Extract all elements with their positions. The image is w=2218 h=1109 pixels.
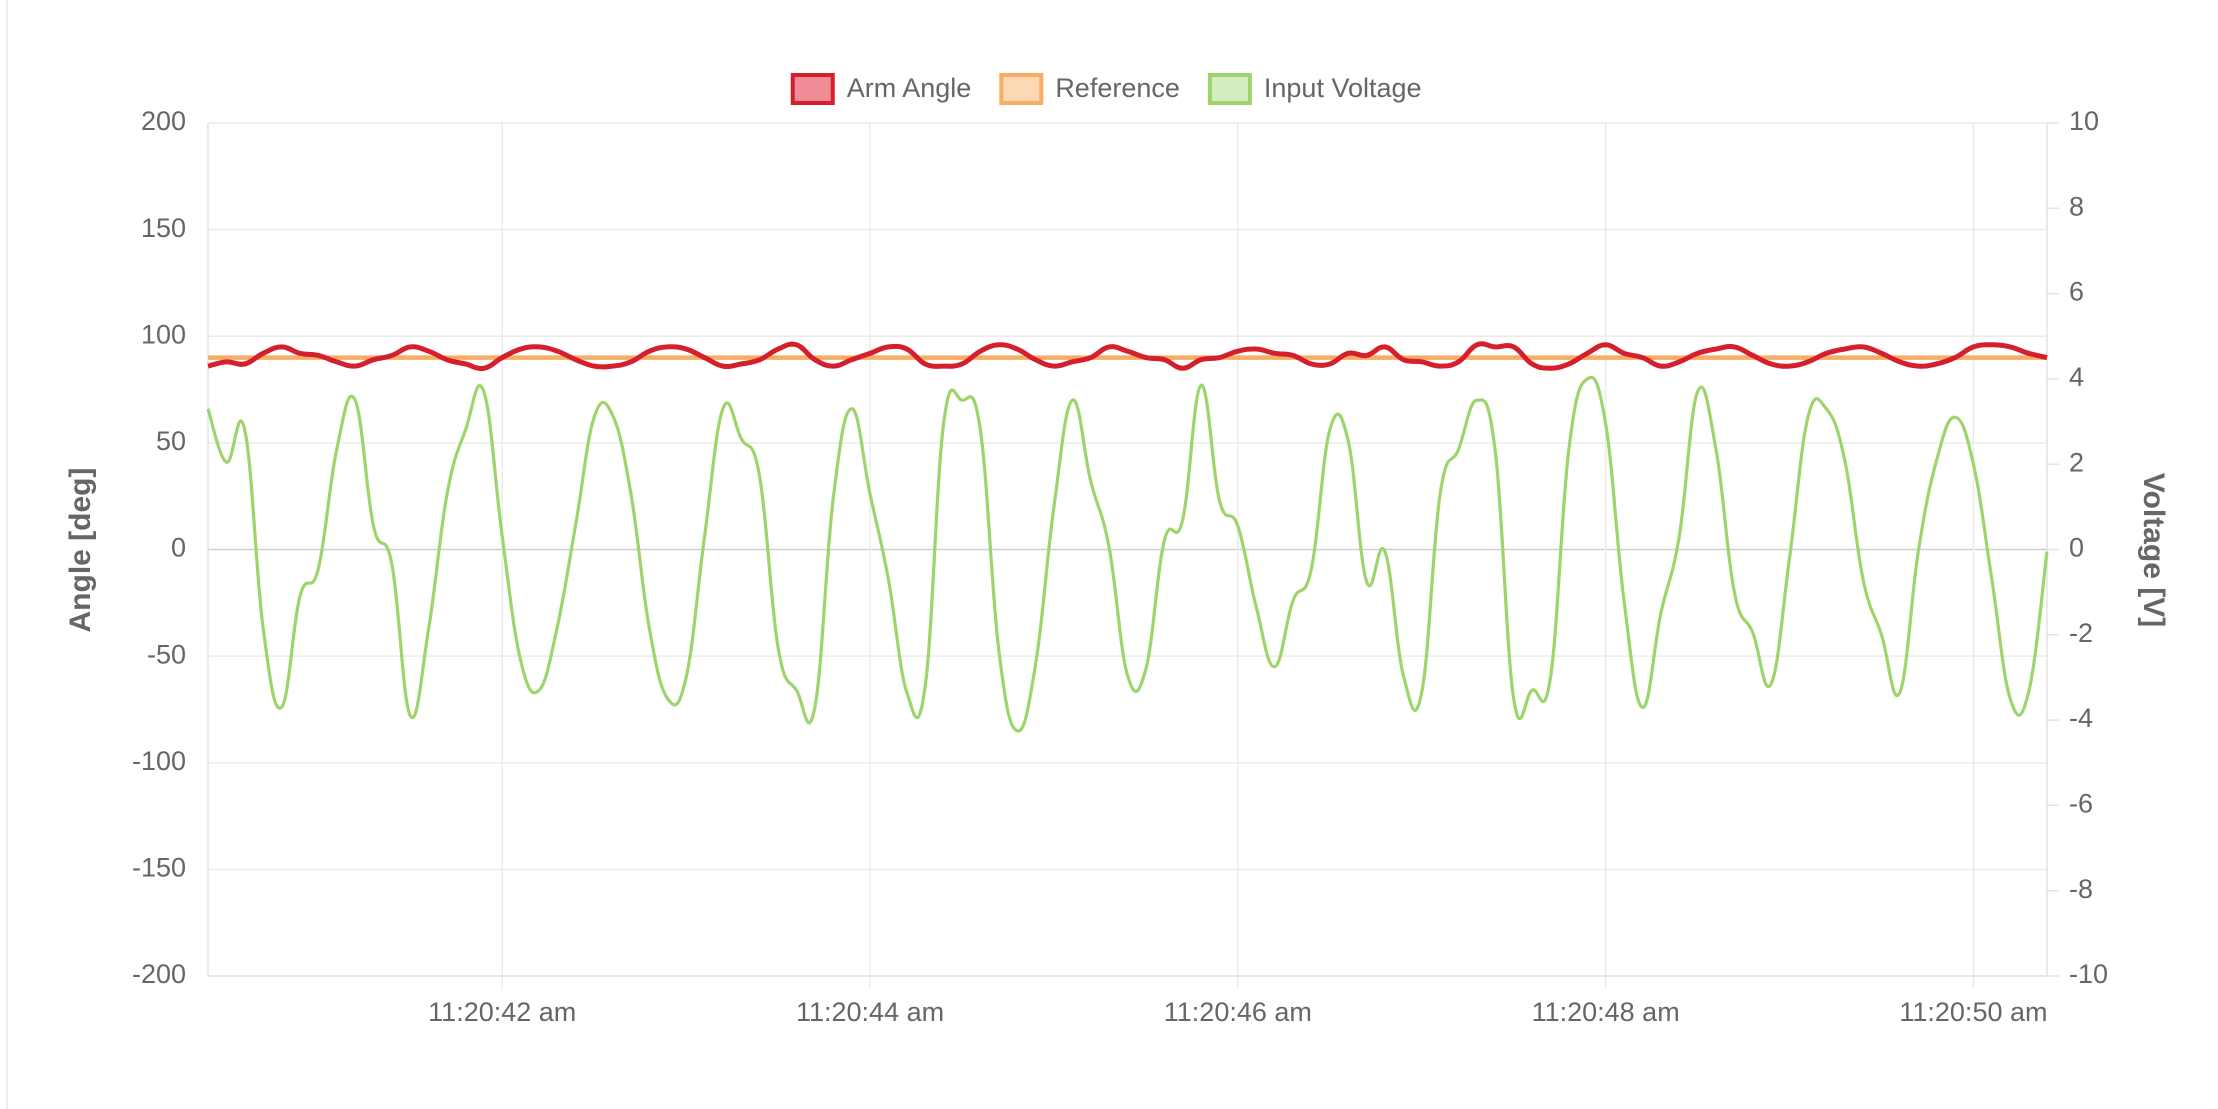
- legend-swatch: [1207, 73, 1252, 105]
- y2-tick-label: -4: [2069, 703, 2093, 733]
- y-tick-label: 150: [141, 213, 186, 243]
- y2-tick-label: 8: [2069, 191, 2084, 221]
- y-tick-label: 200: [141, 106, 186, 136]
- legend-label: Input Voltage: [1264, 73, 1422, 103]
- x-tick-label: 11:20:48 am: [1532, 997, 1680, 1027]
- legend-label: Reference: [1055, 73, 1180, 103]
- y-axis-title: Angle [deg]: [64, 468, 97, 633]
- y-tick-label: 50: [156, 426, 186, 456]
- y2-tick-label: -6: [2069, 789, 2093, 819]
- legend-label: Arm Angle: [847, 73, 972, 103]
- y2-axis-title: Voltage [V]: [2137, 473, 2170, 627]
- x-tick-labels: 11:20:42 am 11:20:44 am 11:20:46 am 11:20:4…: [428, 997, 2047, 1027]
- y-tick-label: -150: [132, 853, 186, 883]
- y2-tick-label: -10: [2069, 959, 2108, 989]
- series-line: [206, 375, 2049, 733]
- y-tick-label: 0: [171, 533, 186, 563]
- y-tick-label: 100: [141, 319, 186, 349]
- legend: Arm Angle Reference Input Voltage: [790, 73, 1422, 105]
- y2-tick-label: 6: [2069, 277, 2084, 307]
- series-line: [207, 341, 2048, 371]
- y2-tick-label: -8: [2069, 874, 2093, 904]
- y2-tick-label: -2: [2069, 618, 2093, 648]
- legend-swatch: [999, 73, 1044, 105]
- y-tick-label: -100: [132, 746, 186, 776]
- x-tick-label: 11:20:50 am: [1899, 997, 2047, 1027]
- ticks: -200 -150 -100 -50 0 50 100 150 200 -10 -8 -6 -4 -2 0 2…: [132, 106, 2108, 989]
- y2-tick-label: 10: [2069, 106, 2099, 136]
- y2-tick-label: 4: [2069, 362, 2084, 392]
- x-tick-label: 11:20:44 am: [796, 997, 944, 1027]
- y-tick-label: -200: [132, 959, 186, 989]
- plot-lines: [206, 341, 2049, 733]
- x-tick-label: 11:20:42 am: [428, 997, 576, 1027]
- y2-tick-label: 2: [2069, 447, 2084, 477]
- grid: [207, 122, 2048, 988]
- legend-swatch: [790, 73, 835, 105]
- x-tick-label: 11:20:46 am: [1164, 997, 1312, 1027]
- y2-tick-label: 0: [2069, 533, 2084, 563]
- y-tick-label: -50: [147, 639, 186, 669]
